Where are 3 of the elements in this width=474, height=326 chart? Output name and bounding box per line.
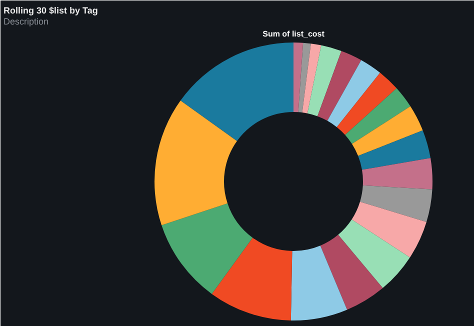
text: Rolling 30 $list by Tag <box>4 6 98 16</box>
text: Sum of list_cost <box>262 30 325 38</box>
text: Description <box>4 16 49 26</box>
